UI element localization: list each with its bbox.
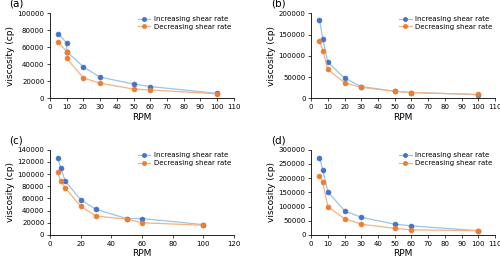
Increasing shear rate <box>316 156 322 159</box>
Decreasing shear rate <box>408 91 414 94</box>
Increasing shear rate <box>124 217 130 220</box>
Increasing shear rate <box>320 168 326 172</box>
Decreasing shear rate <box>408 228 414 232</box>
Line: Increasing shear rate: Increasing shear rate <box>317 155 480 233</box>
Decreasing shear rate <box>342 217 347 220</box>
Text: (a): (a) <box>10 0 24 9</box>
Increasing shear rate <box>392 90 398 93</box>
Text: (b): (b) <box>270 0 285 9</box>
Decreasing shear rate <box>325 68 331 71</box>
Decreasing shear rate <box>325 205 331 208</box>
Increasing shear rate <box>214 92 220 95</box>
Decreasing shear rate <box>392 90 398 93</box>
Decreasing shear rate <box>342 81 347 84</box>
Line: Decreasing shear rate: Decreasing shear rate <box>56 40 220 96</box>
Increasing shear rate <box>320 37 326 40</box>
Decreasing shear rate <box>80 77 86 80</box>
Y-axis label: viscosity (cp): viscosity (cp) <box>267 26 276 86</box>
Decreasing shear rate <box>214 92 220 95</box>
Decreasing shear rate <box>200 224 206 227</box>
Increasing shear rate <box>93 208 99 211</box>
Decreasing shear rate <box>316 175 322 178</box>
Increasing shear rate <box>342 77 347 80</box>
Decreasing shear rate <box>124 218 130 221</box>
Line: Decreasing shear rate: Decreasing shear rate <box>317 174 480 233</box>
Text: (c): (c) <box>10 135 24 145</box>
Increasing shear rate <box>62 180 68 183</box>
X-axis label: RPM: RPM <box>394 249 412 258</box>
Decreasing shear rate <box>93 214 99 218</box>
X-axis label: RPM: RPM <box>132 113 152 122</box>
Line: Increasing shear rate: Increasing shear rate <box>56 31 220 96</box>
Decreasing shear rate <box>58 180 64 183</box>
Line: Increasing shear rate: Increasing shear rate <box>317 17 480 97</box>
Increasing shear rate <box>392 223 398 226</box>
Decreasing shear rate <box>139 221 145 224</box>
Increasing shear rate <box>408 224 414 228</box>
Increasing shear rate <box>130 82 136 86</box>
Increasing shear rate <box>200 223 206 226</box>
Decreasing shear rate <box>316 39 322 43</box>
Decreasing shear rate <box>148 88 154 92</box>
Increasing shear rate <box>476 229 482 232</box>
Increasing shear rate <box>97 76 103 79</box>
Decreasing shear rate <box>358 86 364 89</box>
Increasing shear rate <box>64 50 70 53</box>
Increasing shear rate <box>408 91 414 94</box>
Decreasing shear rate <box>97 82 103 85</box>
Increasing shear rate <box>342 209 347 212</box>
Legend: Increasing shear rate, Decreasing shear rate: Increasing shear rate, Decreasing shear … <box>136 151 232 168</box>
Decreasing shear rate <box>320 49 326 52</box>
Legend: Increasing shear rate, Decreasing shear rate: Increasing shear rate, Decreasing shear … <box>398 15 494 31</box>
Y-axis label: viscosity (cp): viscosity (cp) <box>6 162 15 222</box>
Decreasing shear rate <box>130 88 136 91</box>
Decreasing shear rate <box>56 41 62 44</box>
Text: (d): (d) <box>270 135 285 145</box>
Y-axis label: viscosity (cp): viscosity (cp) <box>267 162 276 222</box>
Increasing shear rate <box>139 217 145 220</box>
Decreasing shear rate <box>476 229 482 232</box>
Legend: Increasing shear rate, Decreasing shear rate: Increasing shear rate, Decreasing shear … <box>136 15 232 31</box>
Increasing shear rate <box>56 32 62 35</box>
Decreasing shear rate <box>78 205 84 208</box>
X-axis label: RPM: RPM <box>132 249 152 258</box>
Increasing shear rate <box>64 41 70 45</box>
Decreasing shear rate <box>54 171 60 174</box>
Increasing shear rate <box>325 190 331 193</box>
Increasing shear rate <box>316 18 322 21</box>
Decreasing shear rate <box>64 57 70 60</box>
Decreasing shear rate <box>392 227 398 230</box>
Y-axis label: viscosity (cp): viscosity (cp) <box>6 26 15 86</box>
Increasing shear rate <box>358 216 364 219</box>
Decreasing shear rate <box>64 50 70 53</box>
Increasing shear rate <box>148 85 154 88</box>
Decreasing shear rate <box>320 181 326 184</box>
Decreasing shear rate <box>476 93 482 96</box>
Decreasing shear rate <box>358 223 364 226</box>
Increasing shear rate <box>54 157 60 160</box>
Increasing shear rate <box>58 166 64 169</box>
Increasing shear rate <box>476 93 482 96</box>
Decreasing shear rate <box>62 186 68 190</box>
Increasing shear rate <box>325 61 331 64</box>
Increasing shear rate <box>358 85 364 88</box>
Line: Decreasing shear rate: Decreasing shear rate <box>317 39 480 97</box>
X-axis label: RPM: RPM <box>394 113 412 122</box>
Line: Decreasing shear rate: Decreasing shear rate <box>55 170 206 228</box>
Legend: Increasing shear rate, Decreasing shear rate: Increasing shear rate, Decreasing shear … <box>398 151 494 168</box>
Increasing shear rate <box>80 65 86 69</box>
Increasing shear rate <box>78 198 84 201</box>
Line: Increasing shear rate: Increasing shear rate <box>55 156 206 227</box>
